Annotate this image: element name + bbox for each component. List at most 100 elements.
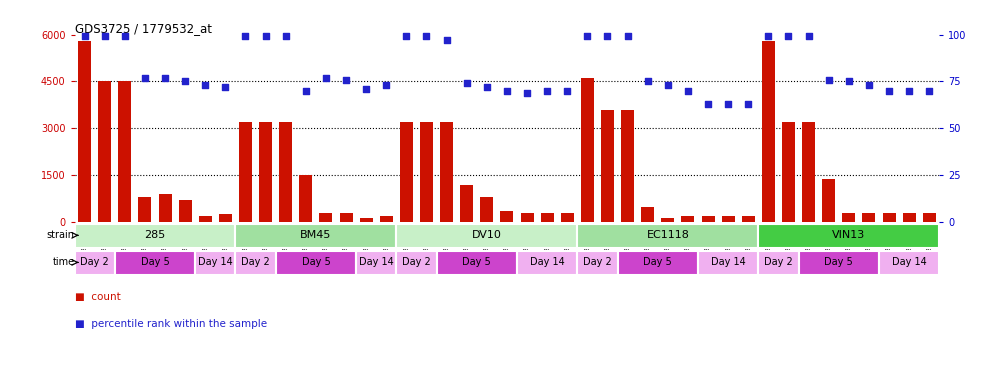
Text: Day 2: Day 2 — [242, 257, 270, 267]
Bar — [722, 216, 735, 222]
Point — [238, 33, 253, 40]
Text: Day 14: Day 14 — [530, 257, 565, 267]
Text: strain: strain — [47, 230, 75, 240]
Bar — [601, 110, 614, 222]
Point — [700, 101, 716, 107]
Point — [921, 88, 937, 94]
Point — [198, 82, 214, 88]
Point — [338, 76, 354, 83]
Bar — [236, 223, 397, 248]
Bar — [742, 216, 754, 222]
Text: Day 2: Day 2 — [764, 257, 793, 267]
Bar — [480, 197, 493, 222]
Bar — [561, 213, 574, 222]
Point — [780, 33, 796, 40]
Bar — [440, 122, 453, 222]
Bar — [75, 223, 236, 248]
Bar — [903, 213, 915, 222]
Point — [841, 78, 857, 84]
Text: GDS3725 / 1779532_at: GDS3725 / 1779532_at — [75, 22, 212, 35]
Bar — [340, 213, 353, 222]
Text: VIN13: VIN13 — [832, 230, 866, 240]
Point — [619, 33, 635, 40]
Bar — [641, 207, 654, 222]
Text: ■  percentile rank within the sample: ■ percentile rank within the sample — [75, 319, 266, 329]
Bar — [79, 41, 91, 222]
Bar — [75, 251, 114, 275]
Bar — [698, 251, 758, 275]
Point — [318, 74, 334, 81]
Point — [902, 88, 917, 94]
Bar — [419, 122, 433, 222]
Text: Day 14: Day 14 — [892, 257, 926, 267]
Text: Day 2: Day 2 — [583, 257, 612, 267]
Point — [157, 74, 173, 81]
Text: Day 2: Day 2 — [81, 257, 109, 267]
Bar — [822, 179, 835, 222]
Point — [399, 33, 414, 40]
Bar — [397, 223, 578, 248]
Bar — [460, 185, 473, 222]
Bar — [195, 251, 236, 275]
Point — [599, 33, 615, 40]
Bar — [114, 251, 195, 275]
Text: Day 14: Day 14 — [359, 257, 394, 267]
Point — [96, 33, 112, 40]
Bar — [580, 78, 594, 222]
Bar — [356, 251, 397, 275]
Point — [640, 78, 656, 84]
Point — [660, 82, 676, 88]
Point — [379, 82, 395, 88]
Bar — [299, 175, 312, 222]
Point — [459, 80, 475, 86]
Point — [358, 86, 374, 92]
Bar — [617, 251, 698, 275]
Point — [438, 37, 454, 43]
Point — [519, 90, 535, 96]
Text: Day 5: Day 5 — [462, 257, 491, 267]
Bar — [239, 122, 252, 222]
Point — [760, 33, 776, 40]
Bar — [360, 218, 373, 222]
Text: Day 14: Day 14 — [198, 257, 233, 267]
Point — [800, 33, 816, 40]
Point — [539, 88, 555, 94]
Text: Day 5: Day 5 — [643, 257, 672, 267]
Bar — [842, 213, 856, 222]
Point — [77, 33, 92, 40]
Text: EC1118: EC1118 — [646, 230, 689, 240]
Bar — [436, 251, 517, 275]
Bar — [661, 218, 674, 222]
Bar — [802, 122, 815, 222]
Bar — [400, 122, 413, 222]
Point — [298, 88, 314, 94]
Text: ■  count: ■ count — [75, 292, 120, 302]
Point — [821, 76, 837, 83]
Bar — [275, 251, 356, 275]
Point — [177, 78, 193, 84]
Bar — [702, 216, 715, 222]
Point — [257, 33, 273, 40]
Bar — [179, 200, 192, 222]
Bar — [758, 223, 939, 248]
Point — [861, 82, 877, 88]
Bar — [118, 81, 131, 222]
Text: DV10: DV10 — [472, 230, 502, 240]
Bar — [500, 211, 514, 222]
Text: Day 5: Day 5 — [824, 257, 853, 267]
Point — [499, 88, 515, 94]
Bar — [397, 251, 436, 275]
Bar — [259, 122, 272, 222]
Point — [881, 88, 897, 94]
Bar — [521, 213, 534, 222]
Point — [580, 33, 595, 40]
Point — [418, 33, 434, 40]
Point — [277, 33, 293, 40]
Text: Day 2: Day 2 — [402, 257, 430, 267]
Bar — [782, 122, 795, 222]
Bar — [879, 251, 939, 275]
Bar — [798, 251, 879, 275]
Bar — [517, 251, 578, 275]
Bar — [883, 213, 896, 222]
Bar — [578, 251, 617, 275]
